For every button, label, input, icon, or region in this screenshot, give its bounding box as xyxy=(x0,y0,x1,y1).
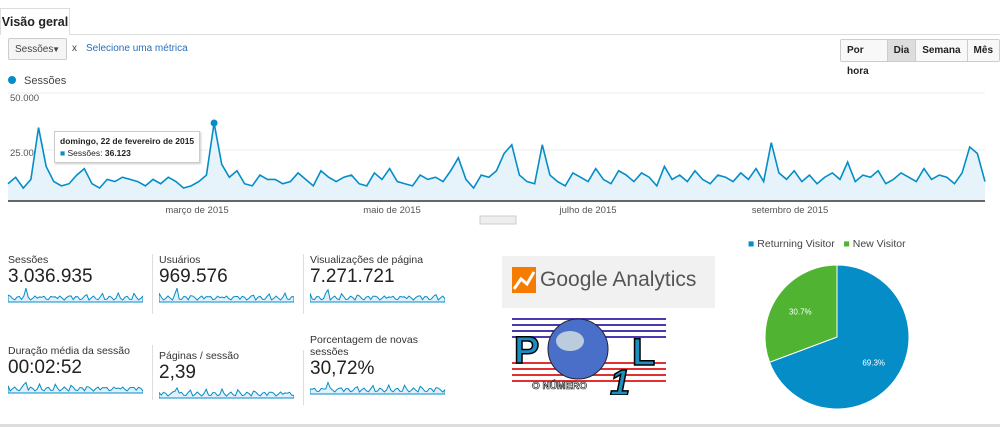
series-area xyxy=(8,122,985,201)
pol-logo: P L O NÚMERO 1 xyxy=(512,318,666,395)
pie-slice-label: 30.7% xyxy=(789,308,812,317)
metric-sparkline xyxy=(7,381,144,394)
svg-text:O NÚMERO: O NÚMERO xyxy=(532,379,587,392)
legend-square-icon: ■ xyxy=(843,238,850,250)
metric-label: Visualizações de página xyxy=(310,254,424,266)
pie-slice[interactable] xyxy=(764,264,838,363)
legend-new: New Visitor xyxy=(852,238,906,250)
metric-value: 7.271.721 xyxy=(310,266,395,287)
y-tick-label: 50.000 xyxy=(10,93,39,104)
tooltip-square-icon: ■ xyxy=(60,148,66,158)
metric-value: 00:02:52 xyxy=(8,357,82,378)
y-tick-label: 25.000 xyxy=(10,148,39,159)
visitor-pie-chart: 69.3% 30.7% xyxy=(764,264,910,410)
legend-square-icon: ■ xyxy=(748,238,755,250)
metric-value: 969.576 xyxy=(159,266,228,287)
metric-card[interactable]: Visualizações de página 7.271.721 xyxy=(309,254,450,309)
metric-label: Sessões xyxy=(8,254,49,266)
metric-card[interactable]: Duração média da sessão 00:02:52 xyxy=(7,345,148,400)
hourly-button[interactable]: Por hora xyxy=(841,40,887,77)
select-metric-link[interactable]: Selecione uma métrica xyxy=(86,43,188,54)
week-button[interactable]: Semana xyxy=(915,40,967,61)
pie-legend: ■ Returning Visitor ■ New Visitor xyxy=(748,238,906,250)
tab-divider xyxy=(0,34,1000,35)
tooltip-date: domingo, 22 de fevereiro de 2015 xyxy=(60,136,195,146)
svg-text:1: 1 xyxy=(610,362,630,395)
metric-label: Porcentagem de novas sessões xyxy=(310,334,418,358)
legend-returning: Returning Visitor xyxy=(757,238,835,250)
metric-label: Páginas / sessão xyxy=(159,350,239,362)
legend-label: Sessões xyxy=(24,75,67,87)
sessions-chart: 50.000 25.000 março de 2015 maio de 2015… xyxy=(7,92,986,225)
google-analytics-logo: Google Analytics xyxy=(502,256,715,308)
metric-value: 3.036.935 xyxy=(8,266,93,287)
bottom-divider xyxy=(0,424,1000,427)
metric-card[interactable]: Sessões 3.036.935 xyxy=(7,254,148,309)
caret-down-icon: ▼ xyxy=(52,45,60,54)
chart-tooltip: domingo, 22 de fevereiro de 2015 ■ Sessõ… xyxy=(54,131,201,163)
x-tick-label: setembro de 2015 xyxy=(752,205,829,216)
series-line xyxy=(7,122,986,190)
metric-card[interactable]: Usuários 969.576 xyxy=(158,254,299,309)
metric-card[interactable]: Páginas / sessão 2,39 xyxy=(158,350,299,405)
tab-overview[interactable]: Visão geral xyxy=(0,8,70,35)
metric-card[interactable]: Porcentagem de novas sessões 30,72% xyxy=(309,334,450,401)
tooltip-label: Sessões: xyxy=(67,148,103,158)
svg-text:P: P xyxy=(514,330,539,372)
metric-value: 30,72% xyxy=(310,358,375,379)
metric-sparkline xyxy=(309,288,446,303)
metric-divider xyxy=(152,254,153,314)
highlighted-point[interactable] xyxy=(210,119,218,127)
metric-divider xyxy=(152,345,153,400)
metric-sparkline xyxy=(158,386,295,399)
metric-sparkline xyxy=(7,286,144,303)
metric-select[interactable]: Sessões ▼ xyxy=(8,38,67,60)
metric-sparkline xyxy=(309,381,446,395)
metric-label: Duração média da sessão xyxy=(8,345,130,357)
pie-slice[interactable] xyxy=(768,264,910,410)
day-button[interactable]: Dia xyxy=(886,40,916,61)
x-tick-label: março de 2015 xyxy=(165,205,228,216)
ga-logo-text: Google Analytics xyxy=(540,268,697,291)
metric-divider xyxy=(303,254,304,314)
metric-value: 2,39 xyxy=(159,362,196,383)
metric-label: Usuários xyxy=(159,254,201,266)
remove-metric-button[interactable]: x xyxy=(72,43,77,54)
pie-slice-label: 69.3% xyxy=(862,358,885,367)
x-tick-label: julho de 2015 xyxy=(558,205,616,216)
metric-sparkline xyxy=(158,286,295,303)
metric-divider xyxy=(303,350,304,405)
granularity-buttons: Por hora Dia Semana Mês xyxy=(840,39,1000,77)
tooltip-value: 36.123 xyxy=(104,148,131,158)
month-button[interactable]: Mês xyxy=(966,40,999,61)
legend-dot-icon xyxy=(8,76,16,84)
metric-select-value: Sessões xyxy=(15,44,54,55)
x-tick-label: maio de 2015 xyxy=(363,205,421,216)
chart-resize-handle[interactable] xyxy=(479,215,517,225)
svg-text:L: L xyxy=(632,332,655,374)
chart-legend: Sessões xyxy=(8,75,66,87)
